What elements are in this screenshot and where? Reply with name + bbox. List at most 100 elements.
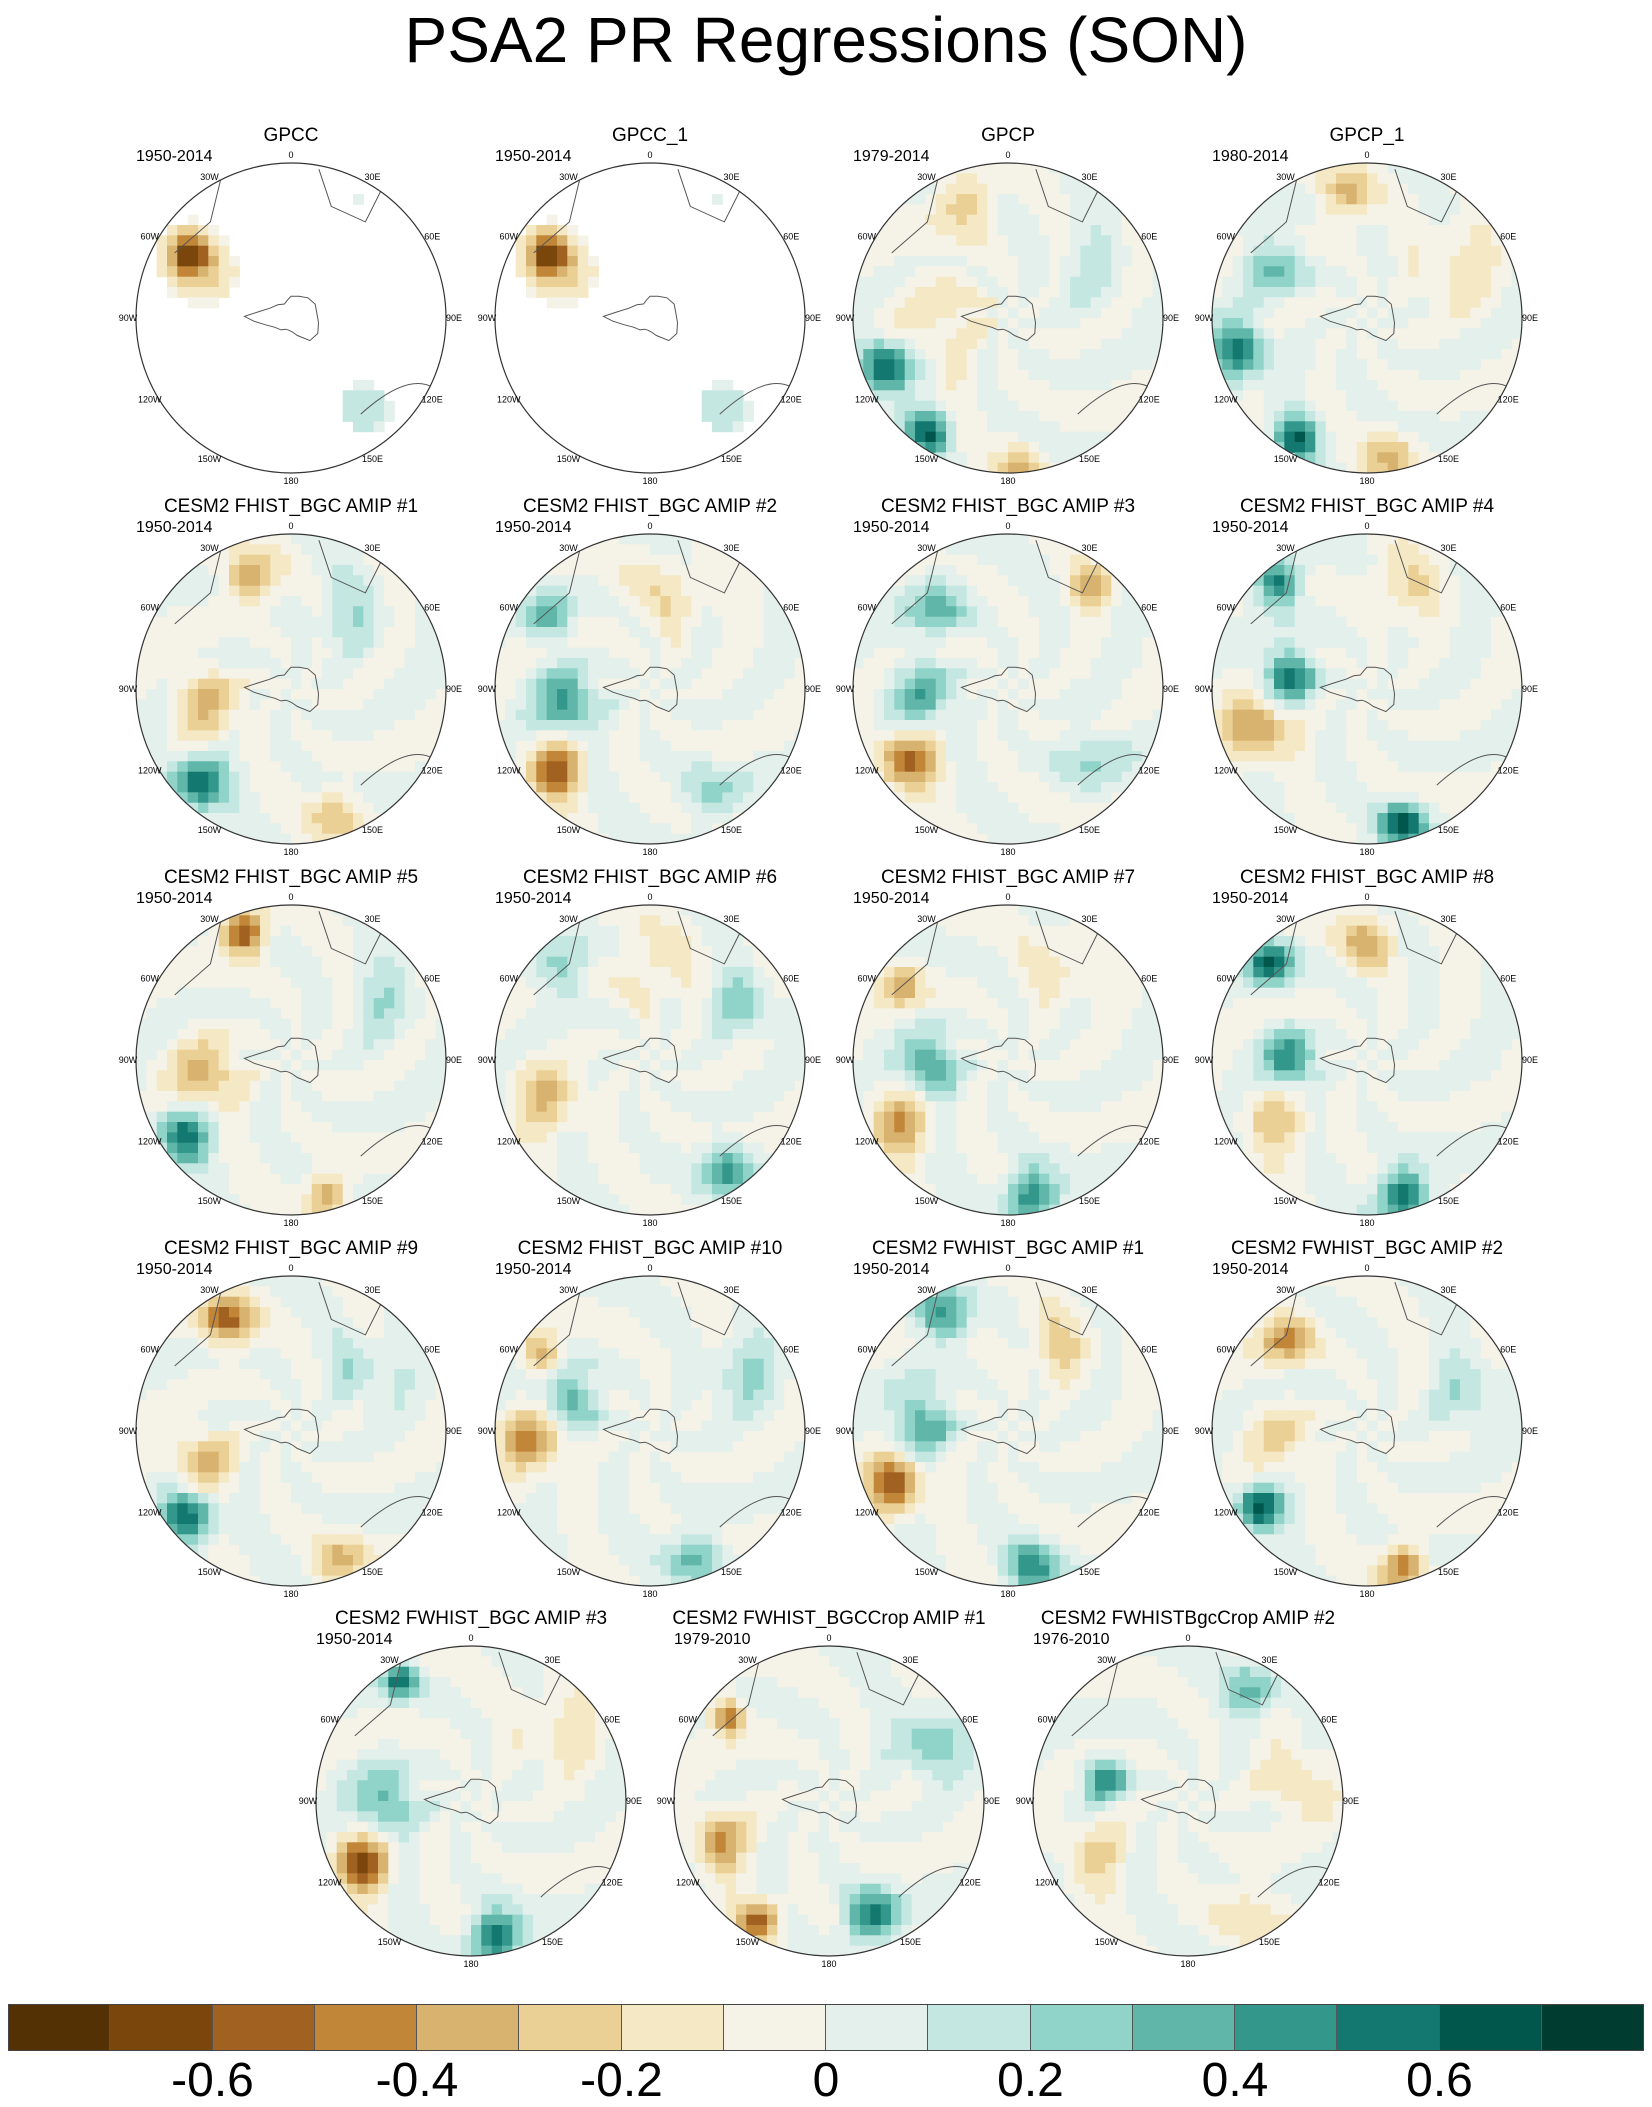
longitude-label: 90W xyxy=(657,1796,676,1806)
longitude-label: 0 xyxy=(647,150,652,160)
colorbar-bin xyxy=(826,2004,928,2051)
colorbar-bin xyxy=(519,2004,621,2051)
longitude-label: 90E xyxy=(1163,1426,1179,1436)
panel-years: 1950-2014 xyxy=(495,1261,572,1278)
colorbar-tick-label: 0.6 xyxy=(1380,2056,1500,2106)
longitude-label: 150E xyxy=(1079,454,1100,464)
longitude-label: 90W xyxy=(836,1426,855,1436)
longitude-label: 30W xyxy=(917,914,936,924)
longitude-label: 180 xyxy=(283,476,298,486)
colorbar-bin xyxy=(417,2004,519,2051)
longitude-label: 120W xyxy=(855,1508,879,1518)
longitude-label: 120E xyxy=(602,1878,623,1888)
longitude-label: 150W xyxy=(557,825,581,835)
longitude-label: 60W xyxy=(141,232,160,242)
longitude-label: 150E xyxy=(1438,454,1459,464)
panel-years: 1950-2014 xyxy=(136,1261,213,1278)
longitude-label: 120W xyxy=(1035,1878,1059,1888)
longitude-label: 90W xyxy=(1016,1796,1035,1806)
panel-title: CESM2 FWHISTBgcCrop AMIP #2 xyxy=(1041,1608,1335,1629)
longitude-label: 30E xyxy=(723,543,739,553)
longitude-label: 0 xyxy=(1005,1263,1010,1273)
colorbar-bin xyxy=(1337,2004,1439,2051)
longitude-label: 0 xyxy=(826,1633,831,1643)
longitude-label: 150E xyxy=(721,454,742,464)
longitude-label: 60W xyxy=(1217,232,1236,242)
longitude-label: 60W xyxy=(858,1345,877,1355)
longitude-label: 150E xyxy=(1079,1196,1100,1206)
colorbar-bin xyxy=(1031,2004,1133,2051)
panel-title: CESM2 FWHIST_BGC AMIP #2 xyxy=(1231,1238,1503,1259)
longitude-label: 60W xyxy=(500,974,519,984)
colorbar-tick-label: -0.6 xyxy=(153,2056,273,2106)
longitude-label: 120W xyxy=(138,766,162,776)
panel-years: 1950-2014 xyxy=(1212,519,1289,536)
longitude-label: 60E xyxy=(783,232,799,242)
longitude-label: 90E xyxy=(446,1426,462,1436)
longitude-label: 30E xyxy=(544,1655,560,1665)
longitude-label: 30W xyxy=(1276,543,1295,553)
longitude-label: 0 xyxy=(288,892,293,902)
longitude-label: 120W xyxy=(855,395,879,405)
longitude-label: 30W xyxy=(200,1285,219,1295)
longitude-label: 60W xyxy=(1038,1715,1057,1725)
colorbar-tick-label: -0.2 xyxy=(562,2056,682,2106)
longitude-label: 30E xyxy=(1440,543,1456,553)
longitude-label: 120E xyxy=(422,766,443,776)
longitude-label: 90W xyxy=(1195,684,1214,694)
longitude-label: 60W xyxy=(679,1715,698,1725)
longitude-label: 90E xyxy=(1522,684,1538,694)
longitude-label: 0 xyxy=(1364,150,1369,160)
longitude-label: 60W xyxy=(500,1345,519,1355)
longitude-label: 120E xyxy=(1498,1508,1519,1518)
colorbar-bin xyxy=(1440,2004,1542,2051)
longitude-label: 90W xyxy=(1195,1055,1214,1065)
panel-title: CESM2 FHIST_BGC AMIP #4 xyxy=(1240,496,1495,517)
longitude-label: 60W xyxy=(141,974,160,984)
panel-years: 1979-2014 xyxy=(853,148,930,165)
longitude-label: 150E xyxy=(362,454,383,464)
longitude-label: 90E xyxy=(1522,1426,1538,1436)
longitude-label: 150W xyxy=(1274,454,1298,464)
longitude-label: 150W xyxy=(198,1196,222,1206)
longitude-label: 90E xyxy=(1343,1796,1359,1806)
longitude-label: 150E xyxy=(362,1567,383,1577)
longitude-label: 90W xyxy=(1195,313,1214,323)
longitude-label: 120W xyxy=(138,1508,162,1518)
longitude-label: 30W xyxy=(1276,914,1295,924)
longitude-label: 30E xyxy=(364,172,380,182)
panel-title: CESM2 FHIST_BGC AMIP #1 xyxy=(164,496,418,517)
longitude-label: 60E xyxy=(783,974,799,984)
longitude-label: 90W xyxy=(478,1426,497,1436)
panel-years: 1950-2014 xyxy=(136,148,213,165)
longitude-label: 120E xyxy=(1498,1137,1519,1147)
panel-years: 1950-2014 xyxy=(495,890,572,907)
colorbar-bin xyxy=(724,2004,826,2051)
longitude-label: 60W xyxy=(141,603,160,613)
longitude-label: 30W xyxy=(559,1285,578,1295)
colorbar xyxy=(8,2004,1644,2051)
panel-title: CESM2 FHIST_BGC AMIP #3 xyxy=(881,496,1135,517)
longitude-label: 120W xyxy=(497,1508,521,1518)
longitude-label: 30E xyxy=(1081,914,1097,924)
longitude-label: 180 xyxy=(463,1959,478,1969)
longitude-label: 30W xyxy=(559,543,578,553)
longitude-label: 90W xyxy=(119,684,138,694)
longitude-label: 0 xyxy=(1005,150,1010,160)
longitude-label: 180 xyxy=(1000,847,1015,857)
longitude-label: 120W xyxy=(318,1878,342,1888)
panel-years: 1950-2014 xyxy=(853,1261,930,1278)
longitude-label: 120E xyxy=(422,395,443,405)
colorbar-bin xyxy=(622,2004,724,2051)
longitude-label: 180 xyxy=(1000,476,1015,486)
regression-field xyxy=(136,163,446,473)
longitude-label: 120E xyxy=(422,1508,443,1518)
longitude-label: 30E xyxy=(1440,914,1456,924)
longitude-label: 0 xyxy=(468,1633,473,1643)
regression-field xyxy=(1212,534,1523,845)
longitude-label: 90W xyxy=(1195,1426,1214,1436)
